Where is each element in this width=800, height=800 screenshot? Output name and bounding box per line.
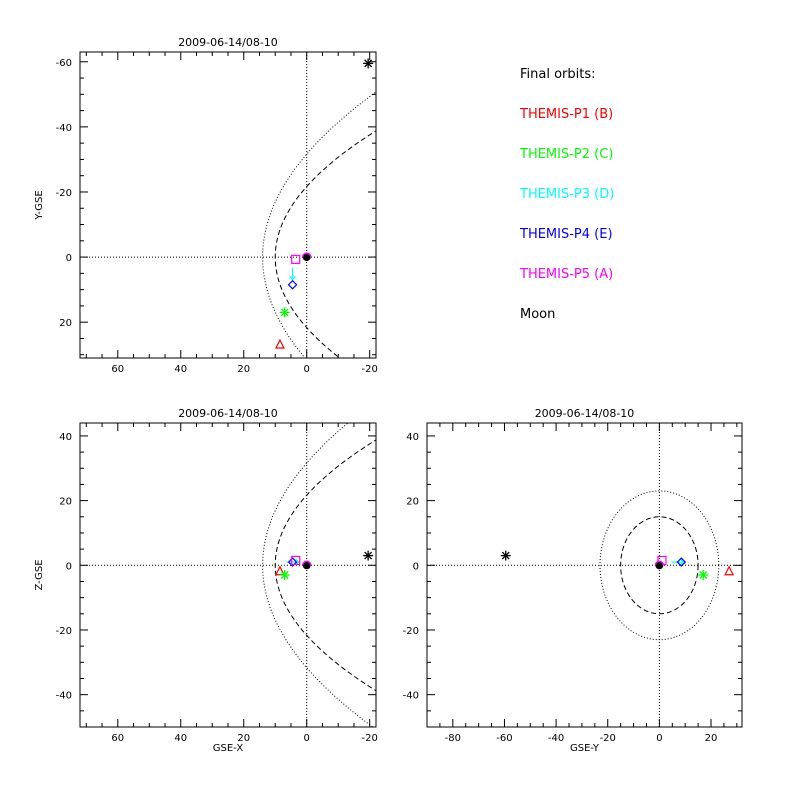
star-stroke [280,308,289,317]
legend-item-moon: Moon [520,307,556,322]
arrow-head [680,558,685,566]
plot-frame [426,422,743,728]
x-tick-label: -40 [548,733,564,744]
y-tick-label: 20 [406,497,419,508]
y-tick-label: -60 [56,58,72,69]
x-tick-label: 20 [237,364,250,375]
x-tick-label: -60 [496,733,512,744]
y-tick-label: 20 [59,497,72,508]
marker-themis-p2-c [279,570,290,580]
panel-xz: 2009-06-14/08-10 60 40 20 0 -20 -40 -20 0 20 40 GSE… [34,407,378,754]
y-tick-label: 0 [413,561,419,572]
marker-moon [363,550,374,561]
x-tick-label: 0 [656,733,662,744]
plot-area [262,423,376,727]
y-tick-label: 20 [59,318,72,329]
x-tick-label: -20 [362,364,378,375]
marker-themis-p4-e [287,279,298,290]
x-axis-label: GSE-X [213,743,244,754]
y-tick-label: -20 [56,188,72,199]
magnetopause [620,516,699,615]
earth-marker [302,561,311,570]
marker-themis-p3-d [289,267,296,281]
y-axis-label: Z-GSE [34,559,45,590]
plot-title: 2009-06-14/08-10 [178,36,278,49]
marker-themis-p4-e [287,557,298,567]
plot-frame [79,51,377,359]
marker-themis-p1-b [274,338,285,349]
y-tick-label: -20 [403,626,419,637]
earth-marker [302,253,311,262]
star-stroke [364,59,373,68]
marker-moon [363,58,374,69]
x-tick-label: -20 [600,733,616,744]
magnetopause [274,439,376,692]
y-tick-label: 0 [66,253,72,264]
y-tick-label: -20 [56,626,72,637]
x-tick-label: 60 [111,364,124,375]
star-stroke [699,571,708,579]
x-tick-label: -20 [362,733,378,744]
panel-xy: 2009-06-14/08-10 60 40 20 0 -20 -60 -40 -20 0 20 Y-… [34,36,378,375]
y-tick-label: 40 [59,432,72,443]
x-tick-label: -80 [445,733,461,744]
arrow-head [289,275,296,281]
plot-title: 2009-06-14/08-10 [535,407,635,420]
x-tick-label: 0 [304,364,310,375]
legend-item-p4: THEMIS-P4 (E) [520,227,613,242]
star-stroke [501,551,510,560]
x-tick-label: 20 [705,733,718,744]
plot-frame [79,422,377,728]
legend-item-p5: THEMIS-P5 (A) [520,267,614,282]
legend-item-p1: THEMIS-P1 (B) [520,107,614,122]
marker-themis-p4-e [676,557,687,567]
x-tick-label: 20 [237,733,250,744]
star-stroke [280,571,289,579]
earth-orbit-arc [301,252,312,258]
bow-shock [599,490,720,641]
earth-marker [655,561,664,570]
x-tick-label: 60 [111,733,124,744]
plot-area [500,490,735,641]
marker-themis-p5-a [291,555,301,566]
x-axis-label: GSE-Y [570,743,600,754]
marker-themis-p2-c [279,307,290,318]
earth-orbit-arc [654,560,665,566]
plot-area [262,58,376,358]
panel-yz: 2009-06-14/08-10 -80 -60 -40 -20 0 20 -40 -20 0 20… [403,407,743,754]
x-tick-label: 0 [304,733,310,744]
legend-item-p2: THEMIS-P2 (C) [520,147,614,162]
y-tick-label: 40 [406,432,419,443]
marker-themis-p5-a [291,254,301,264]
magnetopause [274,130,376,358]
y-tick-label: 0 [66,561,72,572]
x-tick-label: 40 [174,364,187,375]
y-tick-label: -40 [403,691,419,702]
y-axis-label: Y-GSE [34,190,45,220]
x-tick-label: 40 [174,733,187,744]
bow-shock [262,423,374,727]
marker-moon [500,550,511,561]
plot-title: 2009-06-14/08-10 [178,407,278,420]
legend-heading: Final orbits: [520,67,596,82]
earth-orbit-arc [301,560,312,566]
legend-item-p3: THEMIS-P3 (D) [520,187,615,202]
y-tick-label: -40 [56,691,72,702]
marker-themis-p1-b [724,565,735,576]
legend: Final orbits: THEMIS-P1 (B) THEMIS-P2 (C… [520,66,614,346]
y-tick-label: -40 [56,123,72,134]
star-stroke [364,551,373,560]
marker-themis-p2-c [698,570,709,580]
